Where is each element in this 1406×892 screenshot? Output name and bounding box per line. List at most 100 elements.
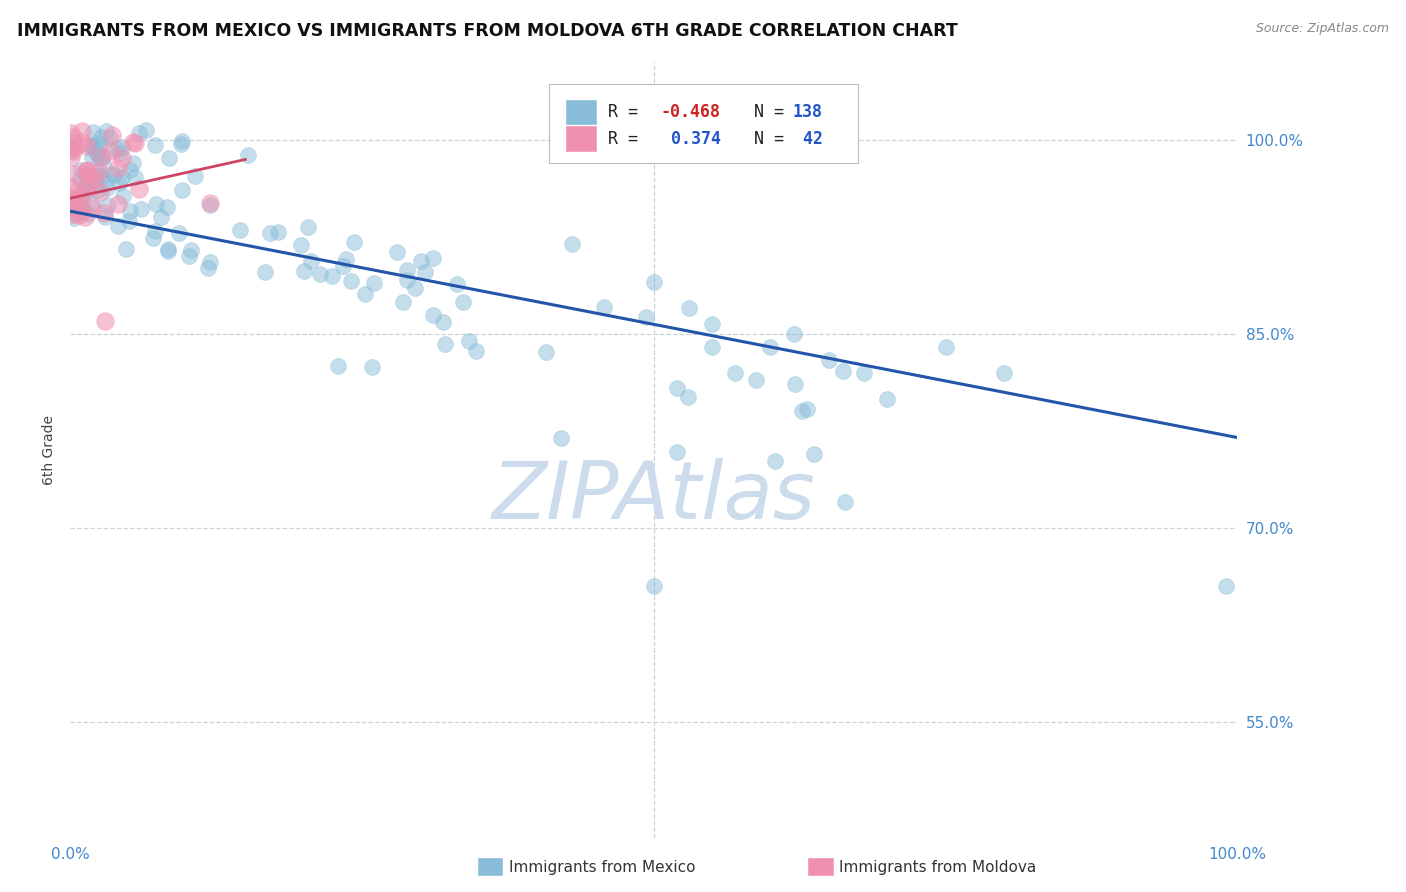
Point bbox=[121, 135, 143, 149]
Point bbox=[60, 126, 83, 140]
Point bbox=[831, 364, 853, 378]
Point bbox=[87, 151, 110, 165]
Point bbox=[167, 226, 190, 240]
Point bbox=[157, 151, 180, 165]
Point bbox=[340, 274, 363, 288]
Point bbox=[83, 172, 105, 186]
Point bbox=[395, 272, 418, 286]
Point bbox=[110, 145, 132, 160]
Point bbox=[101, 167, 124, 181]
Point bbox=[433, 337, 456, 351]
Point bbox=[115, 242, 138, 256]
Point bbox=[387, 244, 409, 259]
Point bbox=[60, 144, 83, 158]
Text: 0.374: 0.374 bbox=[661, 130, 721, 148]
Point bbox=[118, 213, 141, 227]
Point bbox=[678, 301, 700, 316]
Point bbox=[70, 135, 93, 149]
Point bbox=[84, 136, 107, 151]
Text: IMMIGRANTS FROM MEXICO VS IMMIGRANTS FROM MOLDOVA 6TH GRADE CORRELATION CHART: IMMIGRANTS FROM MEXICO VS IMMIGRANTS FRO… bbox=[17, 22, 957, 40]
Point bbox=[97, 198, 120, 212]
Point bbox=[852, 366, 875, 380]
Point bbox=[157, 242, 180, 256]
Point bbox=[80, 140, 103, 154]
Point bbox=[82, 201, 104, 215]
Point bbox=[75, 164, 97, 178]
Point bbox=[676, 390, 699, 404]
Point bbox=[229, 222, 252, 236]
Point bbox=[63, 211, 86, 225]
Text: 42: 42 bbox=[793, 130, 823, 148]
Point bbox=[328, 359, 350, 373]
Point bbox=[105, 142, 128, 156]
Point bbox=[143, 138, 166, 153]
Point bbox=[96, 124, 118, 138]
Point bbox=[62, 193, 84, 207]
Point bbox=[934, 340, 956, 354]
Point bbox=[69, 191, 91, 205]
Point bbox=[253, 265, 276, 279]
Point bbox=[432, 315, 454, 329]
Point bbox=[77, 167, 100, 181]
Point bbox=[76, 177, 98, 191]
Point bbox=[76, 178, 98, 193]
Point bbox=[592, 300, 614, 314]
Point bbox=[150, 210, 173, 224]
Point bbox=[111, 151, 134, 165]
Point bbox=[157, 244, 180, 259]
Y-axis label: 6th Grade: 6th Grade bbox=[42, 416, 56, 485]
Point bbox=[69, 172, 91, 186]
Text: N =: N = bbox=[734, 103, 794, 121]
Point bbox=[238, 147, 260, 161]
Point bbox=[343, 235, 366, 250]
Point bbox=[361, 359, 384, 374]
Point bbox=[170, 136, 193, 151]
Text: N =: N = bbox=[734, 130, 794, 148]
Point bbox=[156, 200, 179, 214]
Point bbox=[75, 168, 97, 182]
Point bbox=[392, 294, 415, 309]
Point bbox=[446, 277, 468, 292]
Point bbox=[785, 376, 807, 391]
Point bbox=[702, 340, 724, 354]
Bar bbox=[567, 126, 596, 152]
Point bbox=[72, 179, 94, 194]
Point bbox=[62, 134, 84, 148]
Point bbox=[79, 138, 101, 153]
Point bbox=[172, 184, 194, 198]
Point bbox=[259, 226, 281, 240]
Point bbox=[818, 353, 841, 368]
Point bbox=[120, 163, 142, 178]
Point bbox=[763, 454, 786, 468]
Point bbox=[200, 198, 222, 212]
Point bbox=[665, 381, 688, 395]
Bar bbox=[567, 100, 596, 125]
Point bbox=[292, 264, 315, 278]
Point bbox=[128, 126, 150, 140]
Point bbox=[180, 244, 202, 258]
Point bbox=[77, 207, 100, 221]
Point bbox=[70, 163, 93, 178]
Point bbox=[309, 267, 332, 281]
Text: ZIPAtlas: ZIPAtlas bbox=[492, 458, 815, 536]
Point bbox=[87, 168, 110, 182]
Point bbox=[62, 144, 84, 158]
Point bbox=[404, 281, 426, 295]
Point bbox=[112, 189, 135, 203]
Point bbox=[759, 340, 782, 354]
Point bbox=[70, 199, 93, 213]
Point bbox=[724, 366, 747, 380]
Text: R =: R = bbox=[609, 130, 648, 148]
Point bbox=[465, 344, 488, 359]
Point bbox=[76, 163, 98, 178]
Point bbox=[62, 129, 84, 144]
Point bbox=[63, 168, 86, 182]
Point bbox=[290, 238, 312, 252]
Point bbox=[65, 185, 87, 199]
Point bbox=[62, 207, 84, 221]
Point bbox=[744, 374, 766, 388]
Point bbox=[111, 140, 134, 154]
Point bbox=[66, 195, 89, 210]
Point bbox=[63, 201, 86, 215]
Point bbox=[122, 156, 145, 170]
